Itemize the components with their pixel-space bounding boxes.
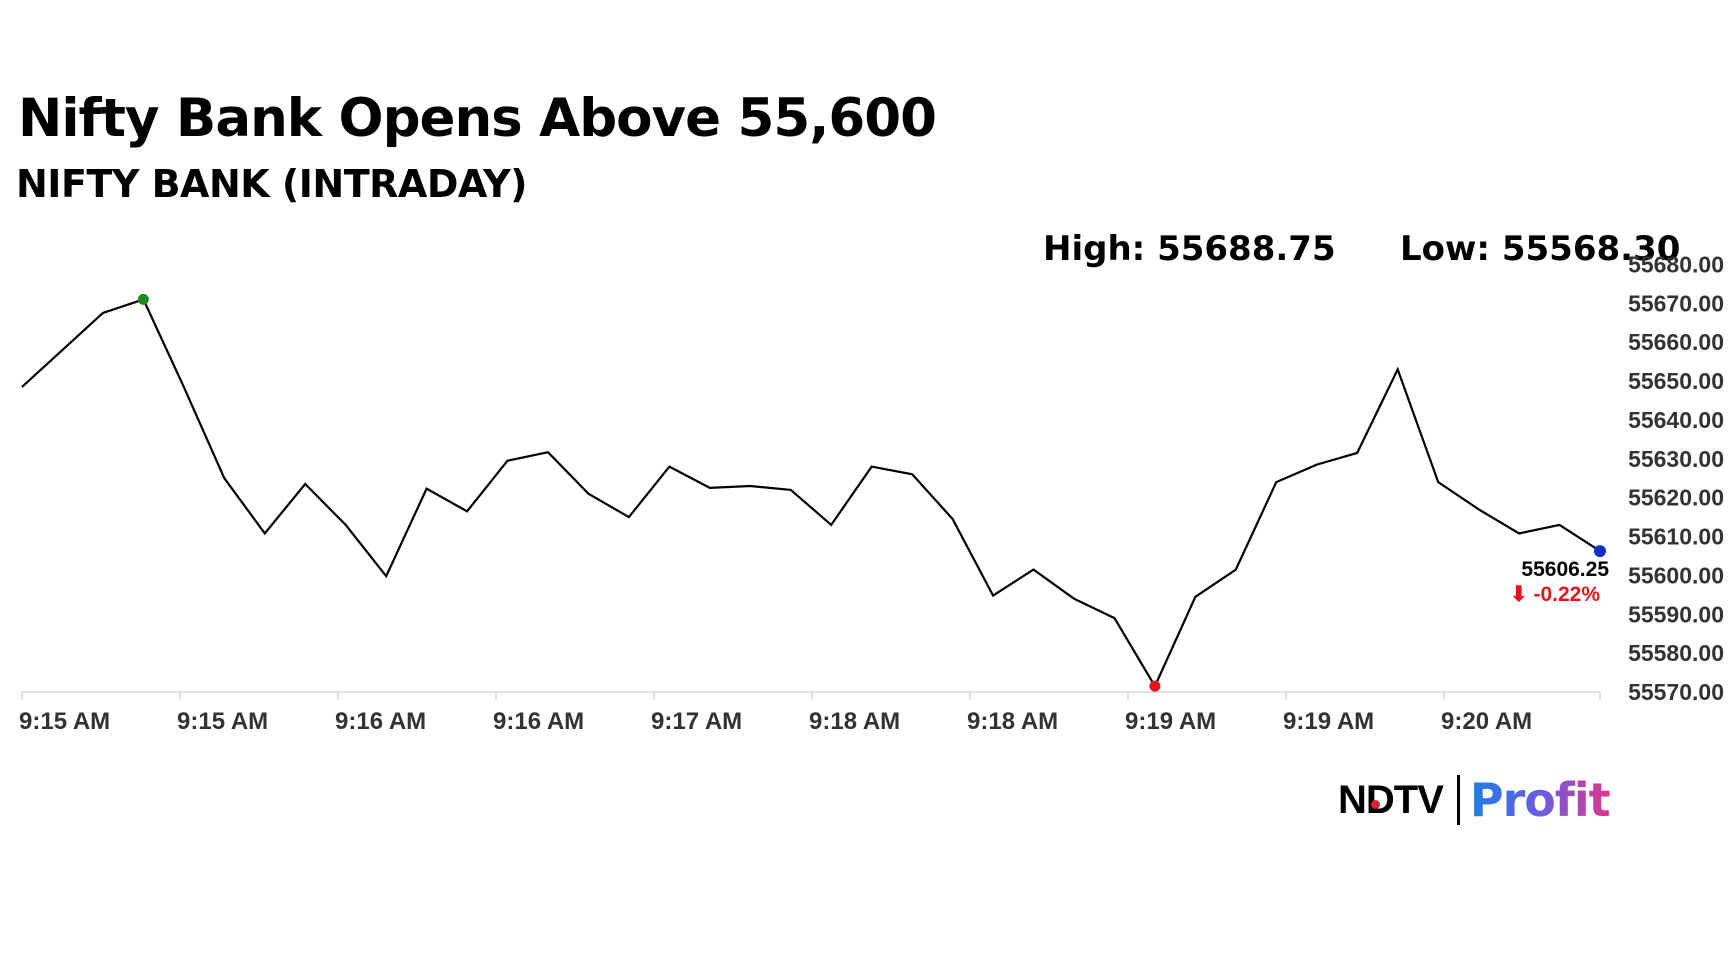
x-tick-label: 9:20 AM xyxy=(1441,708,1532,735)
x-tick-label: 9:18 AM xyxy=(809,708,900,735)
ndtv-profit-logo: NDTV Profit xyxy=(1338,772,1611,828)
y-tick-label: 55650.00 xyxy=(1628,368,1724,394)
y-tick-label: 55660.00 xyxy=(1628,329,1724,355)
last-point-marker xyxy=(1594,545,1606,558)
x-axis: 9:15 AM 9:15 AM 9:16 AM 9:16 AM 9:17 AM 9:18 … xyxy=(19,691,1601,735)
logo-separator xyxy=(1456,775,1460,825)
y-tick-label: 55570.00 xyxy=(1628,679,1724,705)
y-tick-label: 55580.00 xyxy=(1628,640,1724,666)
y-tick-label: 55590.00 xyxy=(1628,601,1724,627)
price-series xyxy=(21,298,1601,689)
y-tick-label: 55630.00 xyxy=(1628,446,1724,472)
y-tick-label: 55640.00 xyxy=(1628,407,1724,433)
x-tick-label: 9:18 AM xyxy=(967,708,1058,735)
x-tick-label: 9:15 AM xyxy=(19,708,110,735)
ndtv-wordmark: NDTV xyxy=(1338,777,1444,822)
profit-wordmark: Profit xyxy=(1469,773,1611,827)
low-stat: Low: 55568.30 xyxy=(1400,229,1681,269)
y-tick-label: 55680.00 xyxy=(1628,251,1724,277)
high-point-marker xyxy=(137,293,149,305)
last-price-change: ⬇ -0.22% xyxy=(1510,583,1600,606)
x-tick-label: 9:16 AM xyxy=(493,708,584,735)
headline: Nifty Bank Opens Above 55,600 xyxy=(18,88,937,149)
x-tick-label: 9:15 AM xyxy=(177,708,268,735)
y-tick-label: 55610.00 xyxy=(1628,524,1724,550)
low-point-marker xyxy=(1149,680,1161,692)
y-tick-label: 55600.00 xyxy=(1628,562,1724,588)
high-stat: High: 55688.75 xyxy=(1043,229,1336,269)
y-tick-label: 55670.00 xyxy=(1628,290,1724,316)
x-tick-label: 9:17 AM xyxy=(651,708,742,735)
y-tick-label: 55620.00 xyxy=(1628,485,1724,511)
last-price-value: 55606.25 xyxy=(1521,558,1609,581)
markers xyxy=(137,293,1606,692)
x-tick-label: 9:16 AM xyxy=(335,708,426,735)
y-axis: 55570.00 55580.00 55590.00 55600.00 55610.00… xyxy=(1628,251,1724,705)
last-price-label: 55606.25 ⬇ -0.22% xyxy=(1510,558,1609,606)
chart-subtitle: NIFTY BANK (INTRADAY) xyxy=(16,162,528,206)
x-tick-label: 9:19 AM xyxy=(1283,708,1374,735)
logo-dot xyxy=(1371,799,1380,809)
x-tick-label: 9:19 AM xyxy=(1125,708,1216,735)
price-line xyxy=(21,298,1601,689)
